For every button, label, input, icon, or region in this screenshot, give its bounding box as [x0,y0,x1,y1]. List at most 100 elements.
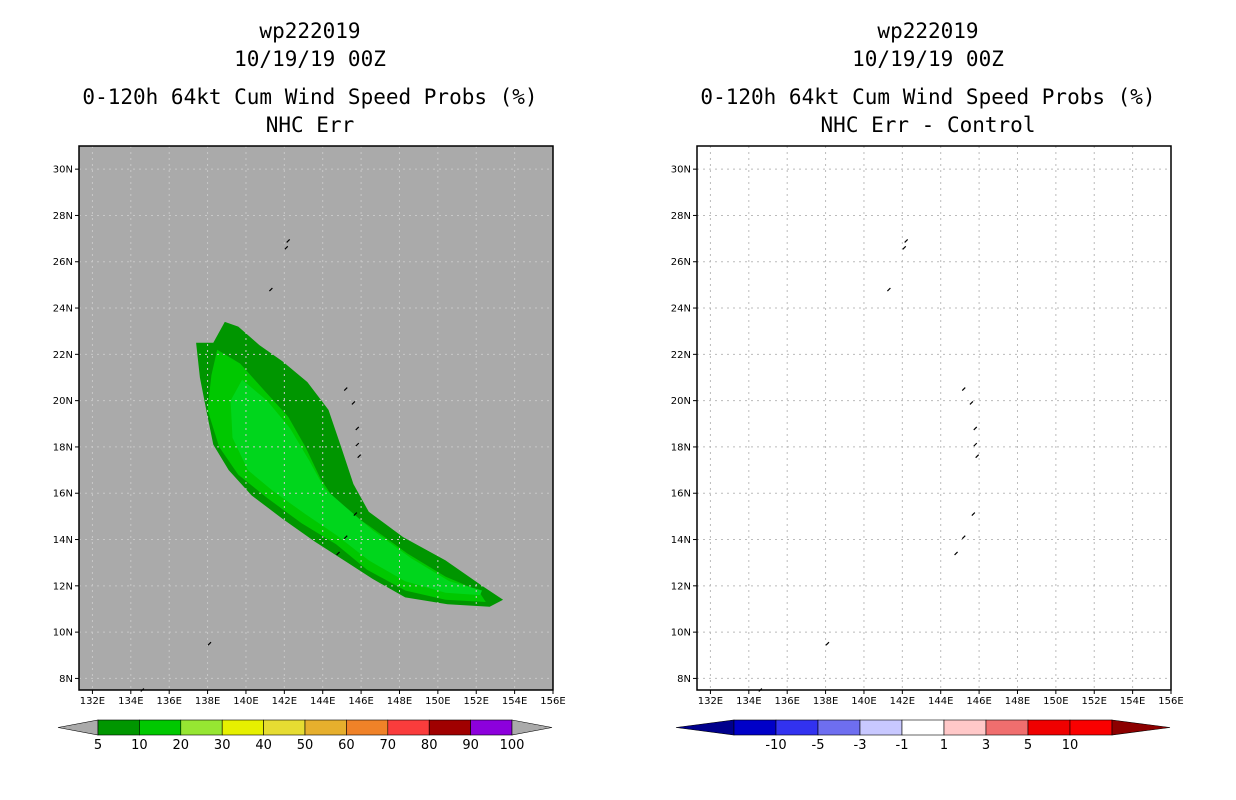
colorbar-box-5 [943,719,987,736]
y-tick-label-6: 20N [53,396,73,407]
x-tick-label-0: 132E [80,696,105,707]
chart-panel-1: 132E 134E 136E 138E 140E 142E 144E 146E 148E 150E… [671,145,1184,707]
island-11 [825,641,830,646]
y-tick-label-11: 30N [53,165,73,176]
x-tick-label-2: 136E [774,696,799,707]
contour-20-30 [230,379,482,596]
y-tick-label-4: 16N [53,489,73,500]
left-title-model: NHC Err [265,113,355,137]
plot-frame [78,145,554,691]
colorbar-label-5: 3 [982,738,990,753]
colorbar-label-5: 50 [297,738,314,753]
y-tick-label-4: 16N [671,489,691,500]
colorbar-label-4: 1 [940,738,948,753]
y-tick-label-3: 14N [671,535,691,546]
colorbar-box-1 [139,719,182,736]
x-tick-label-2: 136E [156,696,181,707]
y-tick-label-8: 24N [671,304,691,315]
x-tick-label-10: 152E [1082,696,1107,707]
x-tick-label-6: 144E [928,696,953,707]
x-tick-label-12: 156E [540,696,565,707]
right-title-model: NHC Err - Control [820,113,1036,137]
colorbar-label-1: -5 [812,738,825,753]
colorbar-1: -10 -5 -3 -1 1 3 5 10 [675,719,1171,753]
right-title-product: 0-120h 64kt Cum Wind Speed Probs (%) [700,85,1156,109]
island-3 [961,387,966,391]
colorbar-box-2 [180,719,223,736]
x-tick-label-12: 156E [1158,696,1183,707]
y-tick-label-0: 8N [59,674,73,685]
contour-5-10 [196,321,504,607]
x-tick-label-3: 138E [195,696,220,707]
x-tick-label-11: 154E [1120,696,1145,707]
colorbar-label-2: 20 [173,738,190,753]
island-2 [268,287,273,292]
y-tick-label-5: 18N [53,442,73,453]
colorbar-box-6 [985,719,1029,736]
island-1 [284,245,289,250]
y-tick-label-6: 20N [671,396,691,407]
colorbar-label-6: 5 [1024,738,1032,753]
island-5 [355,426,360,431]
colorbar-label-7: 70 [380,738,397,753]
y-tick-label-10: 28N [53,211,73,222]
colorbar-box-7 [1027,719,1071,736]
left-title-product: 0-120h 64kt Cum Wind Speed Probs (%) [82,85,538,109]
x-tick-label-8: 148E [387,696,412,707]
x-tick-label-4: 140E [233,696,258,707]
colorbar-box-4 [901,719,945,736]
x-tick-label-1: 134E [118,696,143,707]
colorbar-box-6 [346,719,389,736]
island-9 [961,535,966,540]
y-tick-label-11: 30N [671,165,691,176]
island-10 [954,551,958,556]
colorbar-box-0 [97,719,140,736]
colorbar-label-6: 60 [338,738,355,753]
y-tick-label-9: 26N [671,257,691,268]
x-tick-label-3: 138E [813,696,838,707]
island-9 [343,535,348,540]
y-tick-label-1: 10N [53,628,73,639]
island-8 [971,512,976,516]
island-2 [886,287,891,292]
colorbar-label-2: -3 [854,738,867,753]
y-tick-label-8: 24N [53,304,73,315]
colorbar-box-3 [221,719,264,736]
colorbar-label-9: 90 [462,738,479,753]
island-4 [969,401,974,405]
left-title-storm: wp222019 [259,19,361,43]
colorbar-over-triangle [511,719,553,736]
island-7 [357,454,362,459]
colorbar-0: 5 10 20 30 40 50 60 70 80 90 100 [57,719,553,753]
island-0 [904,238,909,243]
x-tick-label-6: 144E [310,696,335,707]
y-tick-label-1: 10N [671,628,691,639]
island-4 [351,401,356,405]
colorbar-box-5 [304,719,347,736]
x-tick-label-9: 150E [425,696,450,707]
plot-frame [696,145,1172,691]
colorbar-box-2 [817,719,861,736]
x-tick-label-10: 152E [464,696,489,707]
colorbar-box-9 [470,719,513,736]
colorbar-label-7: 10 [1062,738,1079,753]
colorbar-label-10: 100 [500,738,525,753]
x-tick-label-0: 132E [698,696,723,707]
colorbar-over-triangle [1111,719,1171,736]
y-tick-label-7: 22N [53,350,73,361]
island-10 [336,551,340,556]
island-5 [973,426,978,431]
island-0 [286,238,291,243]
left-title-date: 10/19/19 00Z [234,47,386,71]
y-tick-label-2: 12N [53,581,73,592]
right-chart-title: wp222019 10/19/19 00Z 0-120h 64kt Cum Wi… [678,17,1178,139]
colorbar-under-triangle [675,719,735,736]
colorbar-box-8 [428,719,471,736]
chart-panel-0: 132E 134E 136E 138E 140E 142E 144E 146E 148E 150E… [53,145,566,707]
colorbar-label-8: 80 [421,738,438,753]
right-title-storm: wp222019 [877,19,979,43]
y-tick-label-5: 18N [671,442,691,453]
x-tick-label-8: 148E [1005,696,1030,707]
island-6 [973,442,978,447]
